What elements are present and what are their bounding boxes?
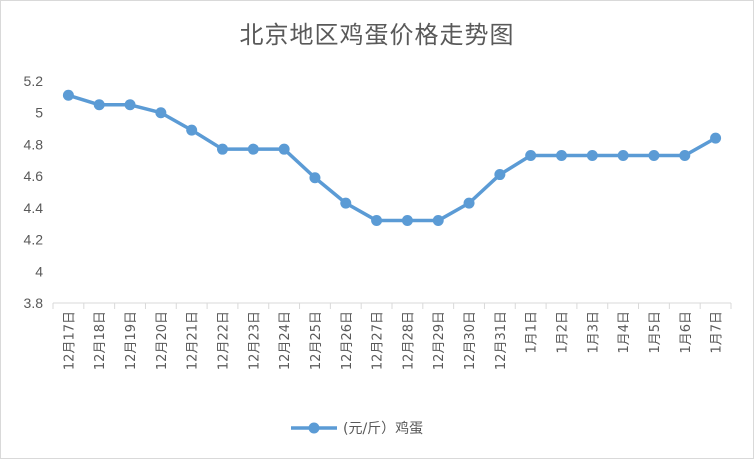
- data-point: [525, 150, 537, 162]
- data-point: [340, 197, 352, 209]
- data-point: [710, 132, 722, 144]
- y-tick-label: 4.8: [24, 136, 44, 152]
- series-layer: [62, 89, 722, 227]
- x-tick-label: 12月24日: [278, 311, 293, 370]
- y-tick-label: 4: [35, 263, 43, 279]
- data-point: [401, 215, 413, 227]
- x-tick-label: 1月1日: [525, 311, 540, 354]
- x-tick-label: 12月19日: [124, 311, 139, 370]
- axis-layer: 3.8 4 4.2 4.4 4.6 4.8 5 5.2 12月17日 12月18日 12月19日 12…: [24, 73, 732, 370]
- y-tick-label: 3.8: [24, 295, 44, 311]
- x-tick-label: 12月18日: [93, 311, 108, 370]
- x-tick-label: 12月27日: [371, 311, 386, 370]
- x-tick-label: 12月28日: [401, 311, 416, 370]
- data-point: [463, 197, 475, 209]
- y-tick-label: 4.2: [24, 232, 44, 248]
- data-point: [648, 150, 660, 162]
- data-point: [62, 89, 74, 101]
- legend: (元/斤）鸡蛋: [291, 420, 423, 437]
- data-point: [679, 150, 691, 162]
- data-point: [309, 172, 321, 184]
- data-point: [556, 150, 567, 162]
- x-tick-label: 1月5日: [648, 311, 663, 354]
- x-tick-label: 1月2日: [556, 311, 571, 354]
- x-tick-label: 12月25日: [309, 311, 324, 370]
- data-point: [432, 215, 444, 227]
- legend-marker: [308, 422, 320, 434]
- data-point: [586, 150, 598, 162]
- x-tick-label: 1月7日: [710, 311, 725, 354]
- x-tick-label: 12月23日: [247, 311, 262, 370]
- x-tick-label: 1月4日: [617, 311, 632, 354]
- x-tick-label: 12月29日: [432, 311, 447, 370]
- data-point: [217, 143, 228, 155]
- x-tick-label: 12月20日: [155, 311, 170, 370]
- data-point: [124, 99, 136, 111]
- data-point: [494, 169, 506, 181]
- x-tick-label: 1月3日: [586, 311, 601, 354]
- x-tick-label: 12月21日: [186, 311, 201, 370]
- data-point: [155, 107, 167, 119]
- data-point: [278, 143, 290, 155]
- data-point: [617, 150, 629, 162]
- x-tick-label: 1月6日: [679, 311, 694, 354]
- y-tick-label: 5.2: [24, 73, 44, 89]
- x-tick-label: 12月22日: [217, 311, 232, 370]
- y-tick-label: 5: [35, 105, 43, 121]
- data-point: [93, 99, 105, 111]
- x-tick-label: 12月17日: [62, 311, 77, 370]
- x-tick-label: 12月30日: [463, 311, 478, 370]
- legend-label: (元/斤）鸡蛋: [343, 420, 423, 437]
- data-point: [186, 124, 198, 136]
- series-line: [66, 93, 718, 223]
- x-tick-label: 12月26日: [340, 311, 355, 370]
- chart-title: 北京地区鸡蛋价格走势图: [239, 21, 515, 49]
- y-tick-label: 4.4: [24, 200, 44, 216]
- y-tick-label: 4.6: [24, 168, 44, 184]
- data-point: [247, 143, 259, 155]
- data-point: [371, 215, 383, 227]
- x-tick-label: 12月31日: [494, 311, 509, 370]
